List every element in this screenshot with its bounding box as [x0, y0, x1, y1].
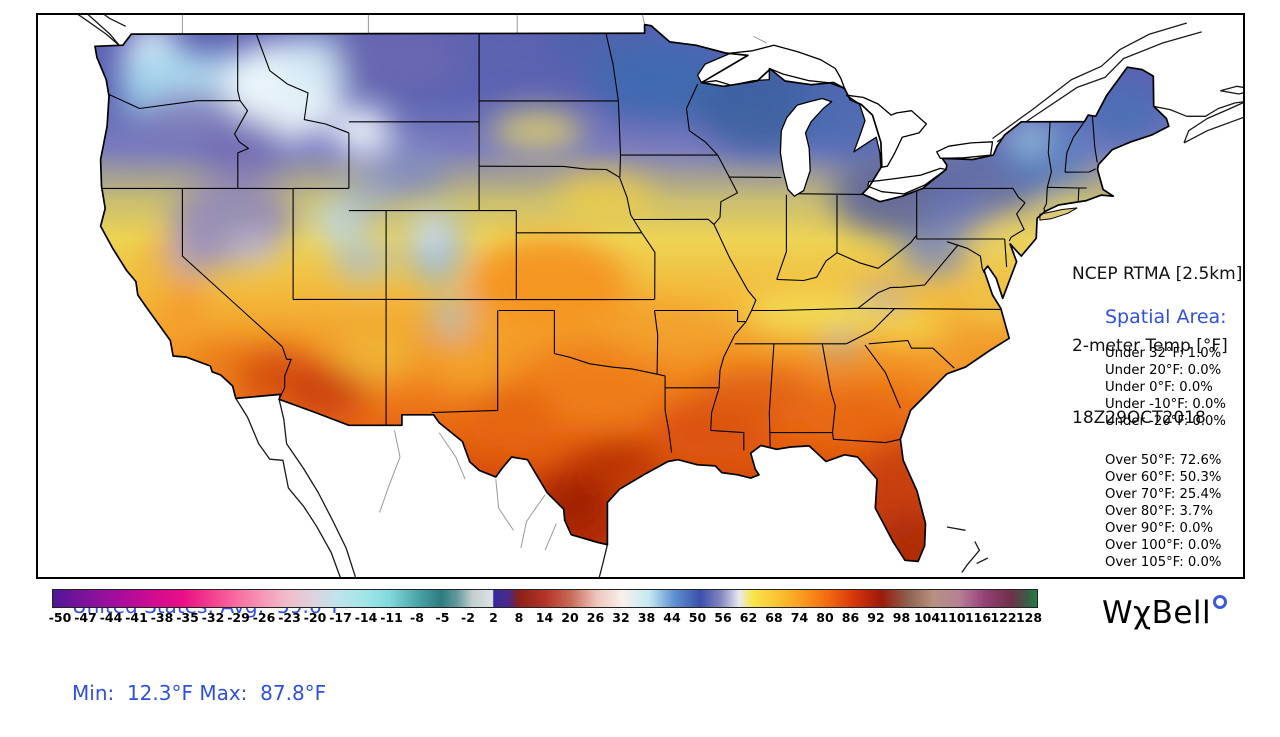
colorbar-tick: 38 [637, 610, 656, 625]
colorbar-tick: -44 [99, 610, 123, 625]
map-title-block: NCEP RTMA [2.5km] 2-meter Temp [°F] 18Z2… [1072, 214, 1242, 454]
spatial-stat-line: Over 60°F: 50.3% [1105, 470, 1222, 485]
colorbar-tick: 98 [892, 610, 911, 625]
colorbar-tick: -35 [176, 610, 199, 625]
colorbar-tick: 8 [514, 610, 524, 625]
colorbar-tick: 122 [990, 610, 1017, 625]
spatial-stat-line: Over 50°F: 72.6% [1105, 453, 1222, 468]
spatial-stat-line: Under 20°F: 0.0% [1105, 363, 1222, 378]
colorbar-tick: -20 [303, 610, 327, 625]
colorbar-tick: -17 [329, 610, 352, 625]
colorbar-tick: -23 [278, 610, 301, 625]
colorbar-tick: 74 [790, 610, 809, 625]
temperature-colorbar [52, 589, 1038, 608]
spatial-stat-line: Over 90°F: 0.0% [1105, 521, 1213, 536]
logo-w: W [1102, 595, 1134, 631]
colorbar-tick: -32 [201, 610, 225, 625]
colorbar-tick: 62 [739, 610, 758, 625]
under-threshold-stats: Under 32°F: 1.0% Under 20°F: 0.0% Under 0°… [1105, 345, 1226, 430]
colorbar-tick: -2 [461, 610, 475, 625]
summary-minmax-line: Min: 12.3°F Max: 87.8°F [72, 681, 327, 705]
over-threshold-stats: Over 50°F: 72.6% Over 60°F: 50.3% Over 70°… [1105, 452, 1221, 571]
weather-map-page: { "map_panel": { "title": { "line1": "NC… [36, 13, 1245, 705]
colorbar-tick: -11 [380, 610, 403, 625]
colorbar-tick: -5 [435, 610, 450, 625]
spatial-stat-line: Under 0°F: 0.0% [1105, 380, 1213, 395]
colorbar-tick: 20 [561, 610, 579, 625]
weatherbell-logo: WχBell [1102, 595, 1228, 631]
map-frame [36, 13, 1245, 579]
colorbar-tick: -29 [227, 610, 250, 625]
spatial-stat-line: Under -10°F: 0.0% [1105, 397, 1226, 412]
us-temperature-map [36, 13, 1245, 579]
colorbar-tick: 92 [867, 610, 885, 625]
spatial-stat-line: Under -20°F: 0.0% [1105, 414, 1226, 429]
colorbar-tick: 116 [964, 610, 992, 625]
colorbar-tick: 80 [816, 610, 834, 625]
colorbar-tick: -8 [410, 610, 424, 625]
colorbar-tick: -47 [74, 610, 97, 625]
variable-title: 2-meter Temp [°F] [1072, 336, 1228, 356]
colorbar-tick: 110 [939, 610, 966, 625]
colorbar-tick: 86 [841, 610, 860, 625]
colorbar-tick: 14 [535, 610, 554, 625]
colorbar-tick: 104 [913, 610, 941, 625]
spatial-stat-line: Under 32°F: 1.0% [1105, 346, 1222, 361]
logo-bell: Bell [1151, 595, 1212, 631]
spatial-stat-line: Over 80°F: 3.7% [1105, 504, 1213, 519]
spatial-area-heading: Spatial Area: [1105, 306, 1227, 328]
valid-time: 18Z29OCT2018 [1072, 408, 1206, 428]
spatial-stat-line: Over 105°F: 0.0% [1105, 555, 1222, 570]
colorbar-tick: 50 [688, 610, 707, 625]
colorbar-tick: 44 [663, 610, 681, 625]
logo-chi: χ [1133, 595, 1152, 631]
colorbar-tick: 128 [1015, 610, 1043, 625]
product-title: NCEP RTMA [2.5km] [1072, 264, 1243, 284]
colorbar-tick: 32 [612, 610, 630, 625]
colorbar-tick: -38 [150, 610, 174, 625]
colorbar-tick: -50 [48, 610, 72, 625]
colorbar-tick: 56 [714, 610, 732, 625]
colorbar-tick: -14 [354, 610, 378, 625]
colorbar-tick: 2 [489, 610, 498, 625]
colorbar-tick: 26 [586, 610, 605, 625]
colorbar-tick-labels: -50 -47 -44 -41 -38 -35 -32 -29 -26 -23 -20 -17 -14-… [48, 610, 1042, 626]
colorbar-tick: -41 [125, 610, 148, 625]
temperature-map-svg [36, 13, 1245, 579]
degree-ring-icon [1213, 595, 1228, 609]
spatial-stat-line: Over 70°F: 25.4% [1105, 487, 1222, 502]
colorbar-tick: -26 [252, 610, 276, 625]
region-summary: United States: Avg: 59.6°F Min: 12.3°F M… [72, 534, 343, 737]
colorbar-tick: 68 [765, 610, 783, 625]
spatial-stat-line: Over 100°F: 0.0% [1105, 538, 1222, 553]
